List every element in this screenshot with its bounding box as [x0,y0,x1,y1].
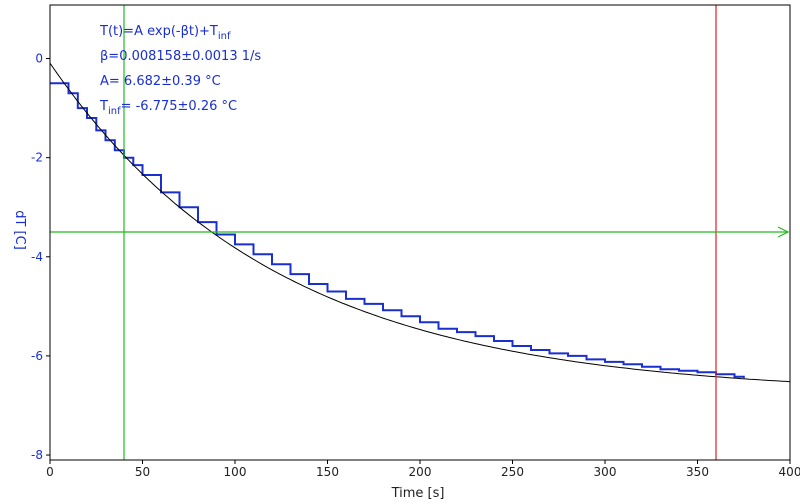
x-axis-title: Time [s] [391,486,445,501]
x-tick-label: 350 [686,465,709,479]
fit-tinf-value: = -6.775±0.26 °C [121,99,237,114]
y-tick-label: -4 [31,250,43,264]
x-tick-label: 50 [135,465,150,479]
fit-beta-label: β=0.008158±0.0013 1/s [100,49,261,64]
x-tick-label: 100 [224,465,247,479]
fit-amplitude-label: A= 6.682±0.39 °C [100,74,221,89]
fit-tinf-label: Tinf= -6.775±0.26 °C [99,99,237,117]
y-tick-label: -8 [31,448,43,462]
fit-model-sub: inf [218,31,231,42]
y-tick-label: 0 [35,52,43,66]
fit-tinf-T: T [99,99,108,114]
x-tick-label: 300 [594,465,617,479]
fit-tinf-sub: inf [108,106,121,117]
fit-model-label: T(t)=A exp(-βt)+Tinf [99,24,231,42]
x-tick-label: 400 [779,465,800,479]
data-series-line [50,82,745,379]
y-axis-title: dT [C] [12,210,27,250]
fit-curve-line [49,62,791,383]
cursor-horizontal-arrow [777,226,790,238]
x-tick-label: 0 [46,465,54,479]
fit-model-text: T(t)=A exp(-βt)+T [99,24,218,39]
x-tick-label: 150 [316,465,339,479]
x-tick-label: 250 [501,465,524,479]
y-tick-label: -6 [31,349,43,363]
x-tick-label: 200 [409,465,432,479]
y-tick-label: -2 [31,151,43,165]
